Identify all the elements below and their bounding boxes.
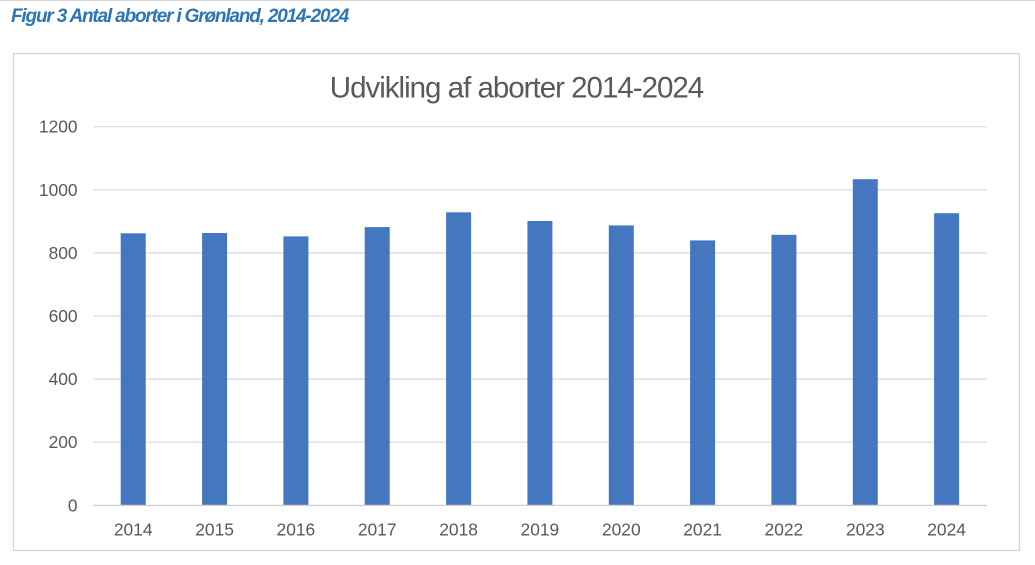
svg-text:2017: 2017 — [358, 520, 397, 540]
svg-text:2020: 2020 — [602, 520, 641, 540]
svg-text:200: 200 — [49, 432, 78, 452]
svg-text:600: 600 — [49, 306, 78, 326]
svg-text:1200: 1200 — [39, 117, 78, 137]
svg-text:1000: 1000 — [39, 180, 78, 200]
svg-text:2016: 2016 — [277, 520, 316, 540]
svg-text:2023: 2023 — [846, 520, 885, 540]
svg-text:2022: 2022 — [765, 520, 804, 540]
svg-text:2019: 2019 — [521, 520, 560, 540]
svg-text:400: 400 — [49, 369, 78, 389]
svg-text:2018: 2018 — [439, 520, 478, 540]
svg-text:0: 0 — [68, 495, 78, 515]
svg-text:800: 800 — [49, 243, 78, 263]
svg-text:2014: 2014 — [114, 520, 153, 540]
svg-text:2021: 2021 — [683, 520, 722, 540]
svg-text:2024: 2024 — [927, 520, 966, 540]
svg-text:Udvikling af aborter 2014-2024: Udvikling af aborter 2014-2024 — [330, 72, 704, 105]
svg-text:2015: 2015 — [195, 520, 234, 540]
